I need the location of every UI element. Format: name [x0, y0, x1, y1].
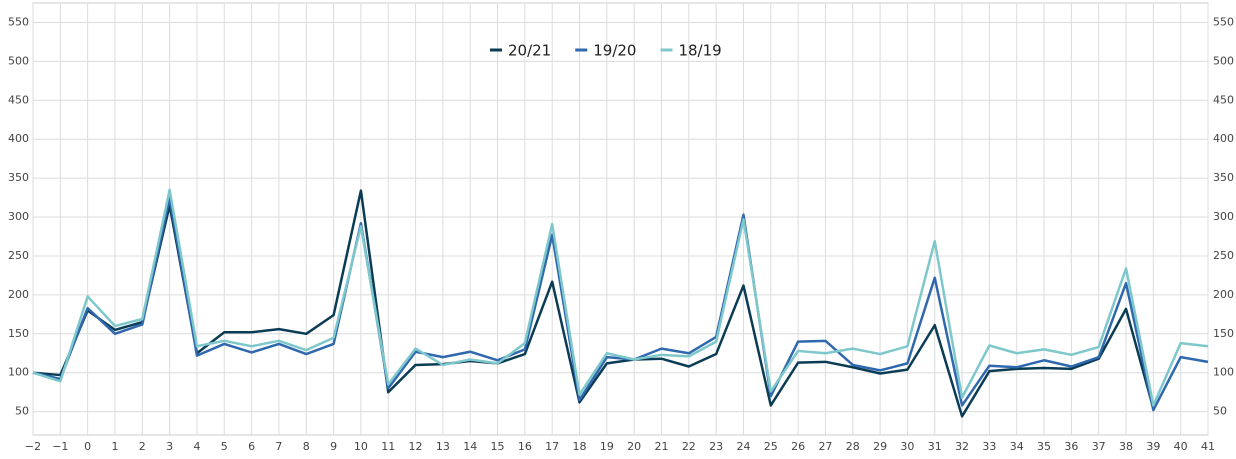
x-tick-label: 36	[1064, 440, 1078, 453]
y2-tick-label: 50	[1213, 405, 1227, 418]
x-tick-label: 22	[682, 440, 696, 453]
y2-tick-label: 400	[1213, 132, 1234, 145]
x-tick-label: 10	[354, 440, 368, 453]
legend-label: 20/21	[508, 42, 551, 60]
x-tick-label: −1	[52, 440, 68, 453]
y-tick-label: 400	[8, 132, 29, 145]
y2-tick-label: 550	[1213, 15, 1234, 28]
x-tick-label: 41	[1201, 440, 1215, 453]
y-tick-label: 500	[8, 54, 29, 67]
y-tick-label: 450	[8, 93, 29, 106]
x-tick-label: 0	[84, 440, 91, 453]
x-tick-label: 13	[436, 440, 450, 453]
y2-tick-label: 500	[1213, 54, 1234, 67]
x-tick-label: 5	[221, 440, 228, 453]
x-tick-label: 33	[982, 440, 996, 453]
x-tick-label: 38	[1119, 440, 1133, 453]
x-tick-label: 20	[627, 440, 641, 453]
x-tick-label: 7	[275, 440, 282, 453]
y-tick-label: 200	[8, 288, 29, 301]
y2-tick-label: 200	[1213, 288, 1234, 301]
x-tick-label: 25	[764, 440, 778, 453]
y-tick-label: 350	[8, 171, 29, 184]
x-tick-label: 39	[1146, 440, 1160, 453]
y2-tick-label: 250	[1213, 249, 1234, 262]
y2-tick-label: 350	[1213, 171, 1234, 184]
y-tick-label: 50	[15, 405, 29, 418]
x-tick-label: 31	[928, 440, 942, 453]
x-tick-label: 32	[955, 440, 969, 453]
legend-label: 19/20	[593, 42, 636, 60]
y2-tick-label: 150	[1213, 327, 1234, 340]
x-tick-label: 15	[491, 440, 505, 453]
x-tick-label: 1	[111, 440, 118, 453]
x-tick-label: 34	[1010, 440, 1024, 453]
x-tick-label: 8	[303, 440, 310, 453]
series-line	[32, 188, 1209, 407]
x-tick-label: 17	[545, 440, 559, 453]
x-tick-label: 23	[709, 440, 723, 453]
x-tick-label: 12	[409, 440, 423, 453]
y-tick-label: 250	[8, 249, 29, 262]
x-tick-label: 14	[463, 440, 477, 453]
x-tick-label: 27	[818, 440, 832, 453]
plot-frame	[32, 2, 1209, 436]
x-tick-label: 30	[900, 440, 914, 453]
series-line	[32, 189, 1155, 418]
y2-tick-label: 300	[1213, 210, 1234, 223]
x-tick-label: 2	[139, 440, 146, 453]
x-tick-label: 21	[654, 440, 668, 453]
x-tick-label: 37	[1092, 440, 1106, 453]
x-tick-label: 18	[573, 440, 587, 453]
x-tick-label: 11	[381, 440, 395, 453]
y-tick-label: 100	[8, 366, 29, 379]
y2-tick-label: 100	[1213, 366, 1234, 379]
x-tick-label: 28	[846, 440, 860, 453]
series-line	[32, 196, 1209, 412]
x-tick-label: 9	[330, 440, 337, 453]
x-tick-label: 26	[791, 440, 805, 453]
x-tick-label: 16	[518, 440, 532, 453]
x-tick-label: 19	[600, 440, 614, 453]
x-tick-label: 29	[873, 440, 887, 453]
y-tick-label: 150	[8, 327, 29, 340]
y-tick-label: 550	[8, 15, 29, 28]
y-tick-label: 300	[8, 210, 29, 223]
x-tick-label: 40	[1174, 440, 1188, 453]
x-tick-label: 24	[736, 440, 750, 453]
x-tick-label: 35	[1037, 440, 1051, 453]
x-tick-label: 6	[248, 440, 255, 453]
x-tick-label: −2	[25, 440, 41, 453]
legend-label: 18/19	[678, 42, 721, 60]
y2-tick-label: 450	[1213, 93, 1234, 106]
x-tick-label: 4	[193, 440, 200, 453]
x-tick-label: 3	[166, 440, 173, 453]
